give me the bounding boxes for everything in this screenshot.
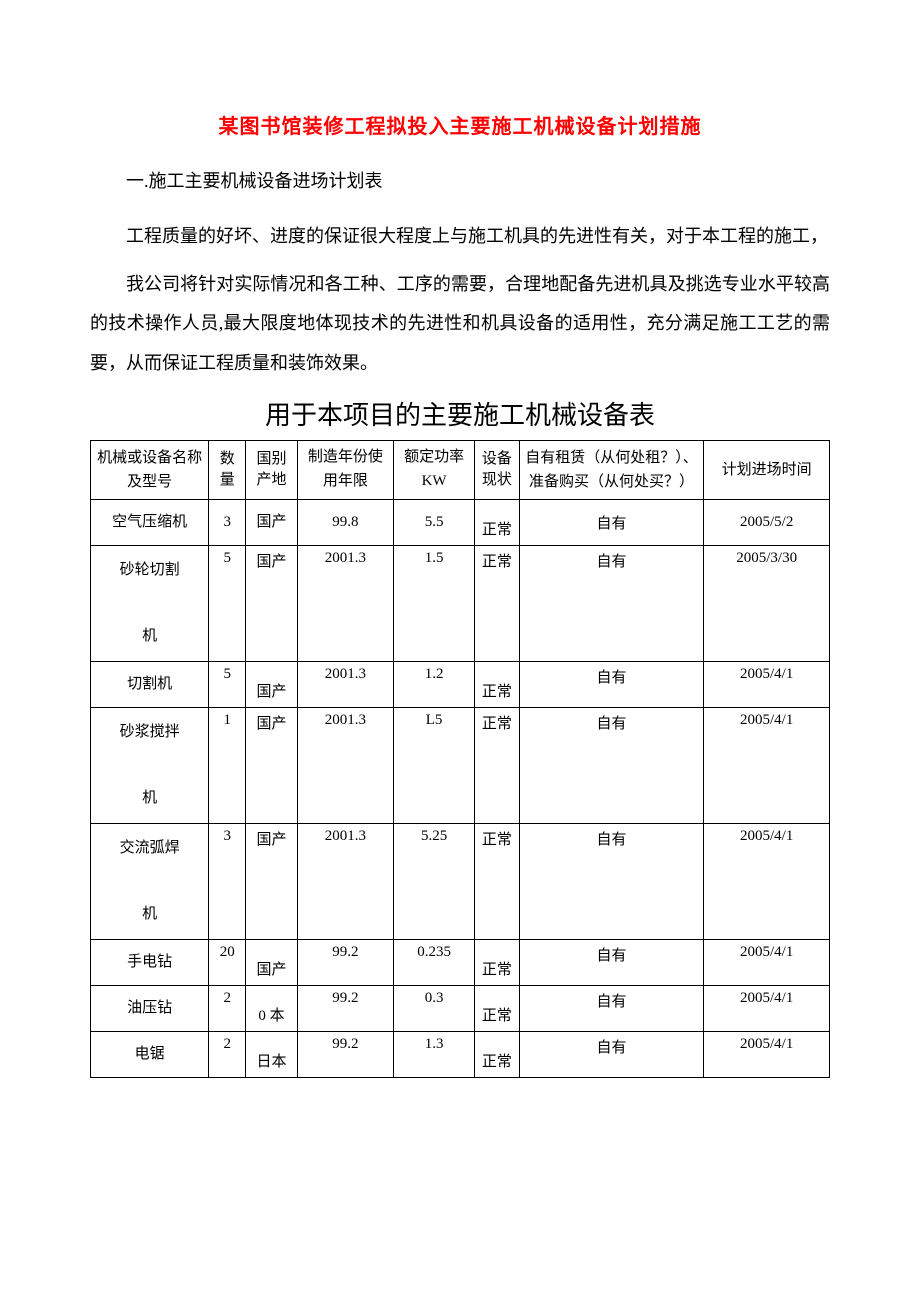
header-year: 制造年份使用年限 (297, 441, 393, 500)
cell-year: 2001.3 (297, 708, 393, 824)
cell-own: 自有 (519, 500, 704, 546)
cell-own: 自有 (519, 662, 704, 708)
header-origin: 国别产地 (246, 441, 298, 500)
cell-year: 2001.3 (297, 662, 393, 708)
cell-date: 2005/4/1 (704, 1032, 830, 1078)
cell-date: 2005/4/1 (704, 708, 830, 824)
cell-name: 砂轮切割机 (91, 546, 209, 662)
table-row: 油压钻 2 0 本 99.2 0.3 正常 自有 2005/4/1 (91, 986, 830, 1032)
table-title: 用于本项目的主要施工机械设备表 (90, 395, 830, 432)
cell-qty: 20 (209, 940, 246, 986)
cell-status: 正常 (475, 1032, 519, 1078)
header-status: 设备现状 (475, 441, 519, 500)
cell-year: 99.8 (297, 500, 393, 546)
cell-year: 99.2 (297, 1032, 393, 1078)
cell-qty: 5 (209, 546, 246, 662)
table-row: 空气压缩机 3 国产 99.8 5.5 正常 自有 2005/5/2 (91, 500, 830, 546)
cell-name: 油压钻 (91, 986, 209, 1032)
cell-name: 交流弧焊机 (91, 824, 209, 940)
cell-date: 2005/4/1 (704, 986, 830, 1032)
cell-status: 正常 (475, 500, 519, 546)
cell-own: 自有 (519, 708, 704, 824)
cell-qty: 3 (209, 500, 246, 546)
cell-own: 自有 (519, 1032, 704, 1078)
cell-own: 自有 (519, 986, 704, 1032)
table-header-row: 机械或设备名称及型号 数量 国别产地 制造年份使用年限 额定功率 KW 设备现状… (91, 441, 830, 500)
cell-status: 正常 (475, 940, 519, 986)
cell-year: 2001.3 (297, 824, 393, 940)
document-title: 某图书馆装修工程拟投入主要施工机械设备计划措施 (90, 110, 830, 139)
cell-name: 切割机 (91, 662, 209, 708)
cell-date: 2005/4/1 (704, 662, 830, 708)
cell-status: 正常 (475, 662, 519, 708)
table-row: 电锯 2 日本 99.2 1.3 正常 自有 2005/4/1 (91, 1032, 830, 1078)
cell-date: 2005/4/1 (704, 824, 830, 940)
table-row: 砂浆搅拌机 1 国产 2001.3 L5 正常 自有 2005/4/1 (91, 708, 830, 824)
header-ownership: 自有租赁（从何处租？）、准备购买（从何处买？） (519, 441, 704, 500)
cell-name: 电锯 (91, 1032, 209, 1078)
cell-name: 空气压缩机 (91, 500, 209, 546)
paragraph-2: 我公司将针对实际情况和各工种、工序的需要，合理地配备先进机具及挑选专业水平较高的… (90, 265, 830, 384)
cell-year: 99.2 (297, 940, 393, 986)
cell-date: 2005/3/30 (704, 546, 830, 662)
cell-status: 正常 (475, 546, 519, 662)
cell-qty: 1 (209, 708, 246, 824)
cell-date: 2005/5/2 (704, 500, 830, 546)
cell-origin: 国产 (246, 824, 298, 940)
cell-power: 0.235 (393, 940, 474, 986)
cell-origin: 国产 (246, 708, 298, 824)
cell-power: 5.5 (393, 500, 474, 546)
cell-origin: 国产 (246, 662, 298, 708)
table-row: 交流弧焊机 3 国产 2001.3 5.25 正常 自有 2005/4/1 (91, 824, 830, 940)
cell-qty: 5 (209, 662, 246, 708)
cell-power: 5.25 (393, 824, 474, 940)
table-row: 切割机 5 国产 2001.3 1.2 正常 自有 2005/4/1 (91, 662, 830, 708)
table-row: 砂轮切割机 5 国产 2001.3 1.5 正常 自有 2005/3/30 (91, 546, 830, 662)
header-qty: 数量 (209, 441, 246, 500)
cell-origin: 国产 (246, 500, 298, 546)
cell-origin: 国产 (246, 940, 298, 986)
header-name: 机械或设备名称及型号 (91, 441, 209, 500)
cell-qty: 3 (209, 824, 246, 940)
table-row: 手电钻 20 国产 99.2 0.235 正常 自有 2005/4/1 (91, 940, 830, 986)
cell-power: 1.5 (393, 546, 474, 662)
header-date: 计划进场时间 (704, 441, 830, 500)
cell-qty: 2 (209, 1032, 246, 1078)
paragraph-1: 工程质量的好坏、进度的保证很大程度上与施工机具的先进性有关，对于本工程的施工， (90, 217, 830, 257)
cell-status: 正常 (475, 824, 519, 940)
cell-name: 砂浆搅拌机 (91, 708, 209, 824)
cell-qty: 2 (209, 986, 246, 1032)
cell-own: 自有 (519, 546, 704, 662)
cell-year: 99.2 (297, 986, 393, 1032)
header-power: 额定功率 KW (393, 441, 474, 500)
cell-power: L5 (393, 708, 474, 824)
cell-power: 1.3 (393, 1032, 474, 1078)
cell-own: 自有 (519, 824, 704, 940)
cell-origin: 0 本 (246, 986, 298, 1032)
section-heading: 一.施工主要机械设备进场计划表 (90, 167, 830, 193)
cell-status: 正常 (475, 986, 519, 1032)
cell-name: 手电钻 (91, 940, 209, 986)
cell-origin: 国产 (246, 546, 298, 662)
cell-year: 2001.3 (297, 546, 393, 662)
cell-power: 0.3 (393, 986, 474, 1032)
cell-status: 正常 (475, 708, 519, 824)
cell-date: 2005/4/1 (704, 940, 830, 986)
equipment-table: 机械或设备名称及型号 数量 国别产地 制造年份使用年限 额定功率 KW 设备现状… (90, 440, 830, 1078)
cell-own: 自有 (519, 940, 704, 986)
cell-power: 1.2 (393, 662, 474, 708)
cell-origin: 日本 (246, 1032, 298, 1078)
